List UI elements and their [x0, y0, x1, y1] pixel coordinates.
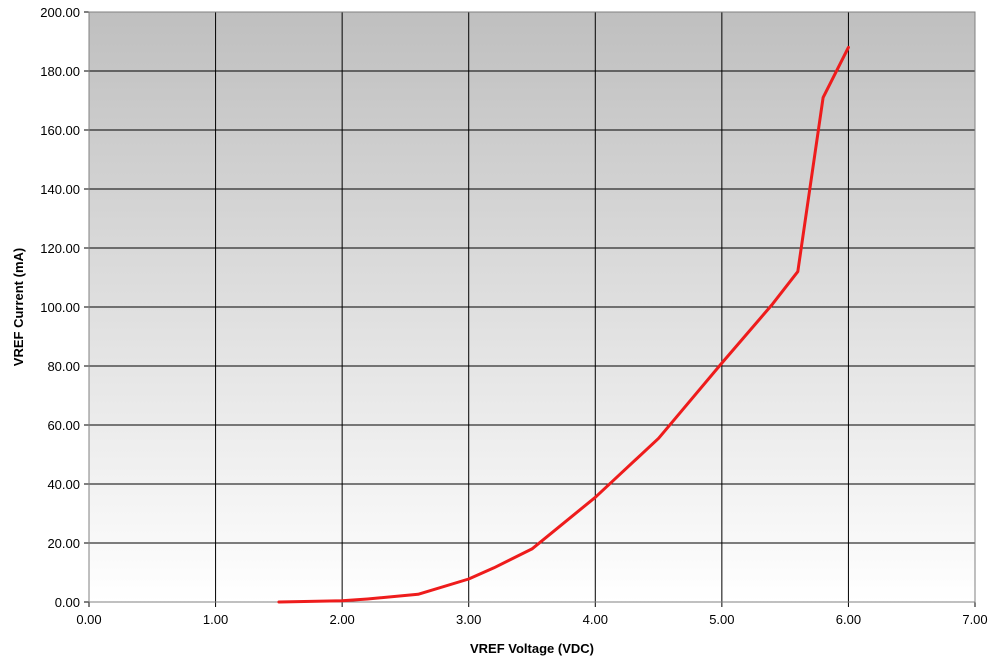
- y-tick-label: 20.00: [47, 536, 80, 551]
- y-tick-label: 40.00: [47, 477, 80, 492]
- y-tick-label: 200.00: [40, 5, 80, 20]
- series-layer: [277, 45, 850, 604]
- grid: [84, 11, 976, 607]
- x-tick-label: 5.00: [709, 612, 734, 627]
- series-line: [277, 45, 850, 604]
- plot-border: [88, 11, 976, 603]
- x-tick-label: 3.00: [456, 612, 481, 627]
- y-tick-label: 100.00: [40, 300, 80, 315]
- x-tick-label: 1.00: [203, 612, 228, 627]
- y-tick-label: 180.00: [40, 64, 80, 79]
- x-axis-title: VREF Voltage (VDC): [470, 641, 594, 656]
- x-tick-label: 7.00: [962, 612, 987, 627]
- x-tick-label: 0.00: [76, 612, 101, 627]
- x-tick-label: 6.00: [836, 612, 861, 627]
- y-tick-label: 160.00: [40, 123, 80, 138]
- y-tick-label: 140.00: [40, 182, 80, 197]
- y-tick-label: 60.00: [47, 418, 80, 433]
- y-axis-title: VREF Current (mA): [11, 248, 26, 366]
- tick-labels: 0.00 1.00 2.00 3.00 4.00 5.00 6.00 7.00 0.00 20.0…: [40, 5, 987, 627]
- y-tick-label: 120.00: [40, 241, 80, 256]
- y-tick-label: 0.00: [55, 595, 80, 610]
- x-tick-label: 2.00: [329, 612, 354, 627]
- y-tick-label: 80.00: [47, 359, 80, 374]
- x-tick-label: 4.00: [583, 612, 608, 627]
